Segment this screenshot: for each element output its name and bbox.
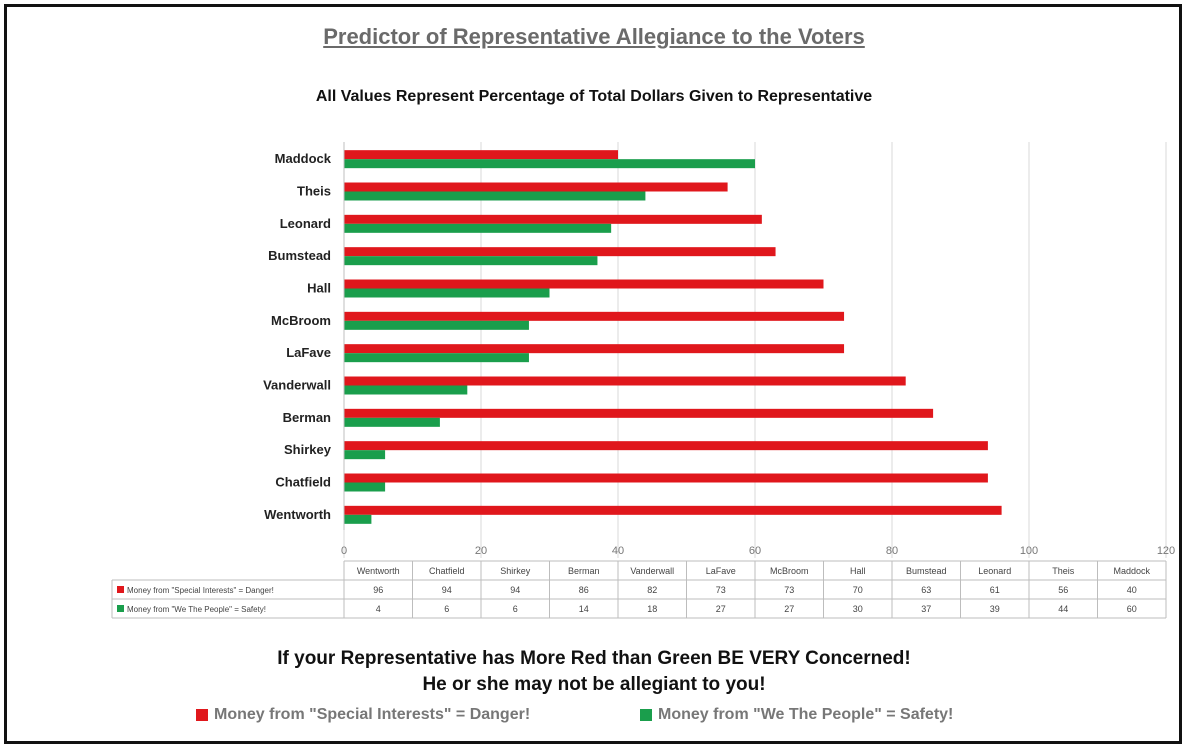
bar-special-interests (344, 408, 934, 418)
x-tick-label: 120 (1157, 545, 1175, 557)
y-category-label: Maddock (275, 151, 332, 166)
y-category-label: Leonard (280, 216, 331, 231)
table-value-cell: 18 (647, 604, 657, 614)
x-tick-label: 60 (749, 545, 761, 557)
table-legend-swatch (117, 586, 124, 593)
legend-label-we-the-people: Money from "We The People" = Safety! (658, 706, 954, 723)
table-header-cell: Bumstead (906, 566, 947, 576)
table-value-cell: 73 (784, 585, 794, 595)
bar-special-interests (344, 473, 988, 483)
table-header-cell: Wentworth (357, 566, 400, 576)
table-header-cell: McBroom (770, 566, 809, 576)
bar-special-interests (344, 214, 762, 224)
bar-special-interests (344, 505, 1002, 515)
legend-swatch-green (640, 709, 652, 721)
x-tick-label: 0 (341, 545, 347, 557)
bar-special-interests (344, 376, 906, 386)
bar-we-the-people (344, 159, 755, 169)
table-value-cell: 6 (513, 604, 518, 614)
bar-we-the-people (344, 385, 468, 395)
table-row-label: Money from "We The People" = Safety! (127, 605, 266, 614)
y-category-label: Vanderwall (263, 378, 331, 393)
table-value-cell: 94 (442, 585, 452, 595)
bar-chart: 0 20 40 60 80 100 120 Wentworth Chatfield Shirkey… (111, 142, 1175, 619)
x-tick-label: 80 (886, 545, 898, 557)
bar-special-interests (344, 279, 824, 289)
table-value-cell: 70 (853, 585, 863, 595)
table-header-cell: Vanderwall (630, 566, 674, 576)
legend-swatch-red (196, 709, 208, 721)
table-value-cell: 96 (373, 585, 383, 595)
y-category-label: Wentworth (264, 507, 331, 522)
table-header-cell: Shirkey (500, 566, 531, 576)
y-category-label: Chatfield (275, 475, 331, 490)
y-category-label: Theis (297, 184, 331, 199)
table-value-cell: 6 (444, 604, 449, 614)
y-category-label: McBroom (271, 313, 331, 328)
table-value-cell: 63 (921, 585, 931, 595)
table-value-cell: 30 (853, 604, 863, 614)
x-tick-label: 20 (475, 545, 487, 557)
chart-title: Predictor of Representative Allegiance t… (323, 24, 865, 49)
y-category-label: Hall (307, 281, 331, 296)
table-value-cell: 37 (921, 604, 931, 614)
table-header-cell: Theis (1052, 566, 1075, 576)
x-tick-label: 40 (612, 545, 624, 557)
bar-we-the-people (344, 320, 529, 330)
table-header-cell: LaFave (706, 566, 736, 576)
bar-we-the-people (344, 353, 529, 363)
chart-frame (4, 4, 1182, 744)
table-value-cell: 82 (647, 585, 657, 595)
table-value-cell: 40 (1127, 585, 1137, 595)
legend-item-we-the-people: Money from "We The People" = Safety! (640, 706, 953, 724)
table-value-cell: 14 (579, 604, 589, 614)
legend-label-special-interests: Money from "Special Interests" = Danger! (214, 706, 531, 723)
x-tick-label: 100 (1020, 545, 1038, 557)
bar-special-interests (344, 344, 845, 354)
table-legend-swatch (117, 605, 124, 612)
bar-we-the-people (344, 191, 646, 201)
bar-special-interests (344, 311, 845, 321)
legend-item-special-interests: Money from "Special Interests" = Danger! (196, 706, 530, 724)
table-value-cell: 27 (784, 604, 794, 614)
bar-special-interests (344, 182, 728, 192)
table-value-cell: 94 (510, 585, 520, 595)
bar-we-the-people (344, 288, 550, 298)
table-value-cell: 39 (990, 604, 1000, 614)
y-category-label: Bumstead (268, 248, 331, 263)
table-value-cell: 61 (990, 585, 1000, 595)
bar-special-interests (344, 441, 988, 451)
table-header-cell: Maddock (1113, 566, 1150, 576)
chart-subtitle: All Values Represent Percentage of Total… (315, 88, 873, 105)
bar-we-the-people (344, 417, 440, 427)
table-row-label: Money from "Special Interests" = Danger! (127, 586, 274, 595)
table-header-cell: Leonard (978, 566, 1011, 576)
y-category-label: Berman (283, 410, 331, 425)
bar-we-the-people (344, 256, 598, 266)
y-category-label: Shirkey (284, 442, 332, 457)
bar-special-interests (344, 150, 618, 160)
bar-we-the-people (344, 482, 386, 492)
bar-we-the-people (344, 450, 386, 460)
y-category-label: LaFave (286, 345, 331, 360)
warning-line-1: If your Representative has More Red than… (277, 648, 911, 669)
bar-we-the-people (344, 223, 612, 233)
table-value-cell: 27 (716, 604, 726, 614)
bar-special-interests (344, 247, 776, 257)
table-value-cell: 4 (376, 604, 381, 614)
table-header-cell: Berman (568, 566, 600, 576)
table-value-cell: 86 (579, 585, 589, 595)
table-value-cell: 73 (716, 585, 726, 595)
table-header-cell: Hall (850, 566, 866, 576)
table-value-cell: 56 (1058, 585, 1068, 595)
table-value-cell: 44 (1058, 604, 1068, 614)
table-value-cell: 60 (1127, 604, 1137, 614)
bar-we-the-people (344, 514, 372, 524)
warning-line-2: He or she may not be allegiant to you! (422, 674, 766, 695)
table-header-cell: Chatfield (429, 566, 465, 576)
